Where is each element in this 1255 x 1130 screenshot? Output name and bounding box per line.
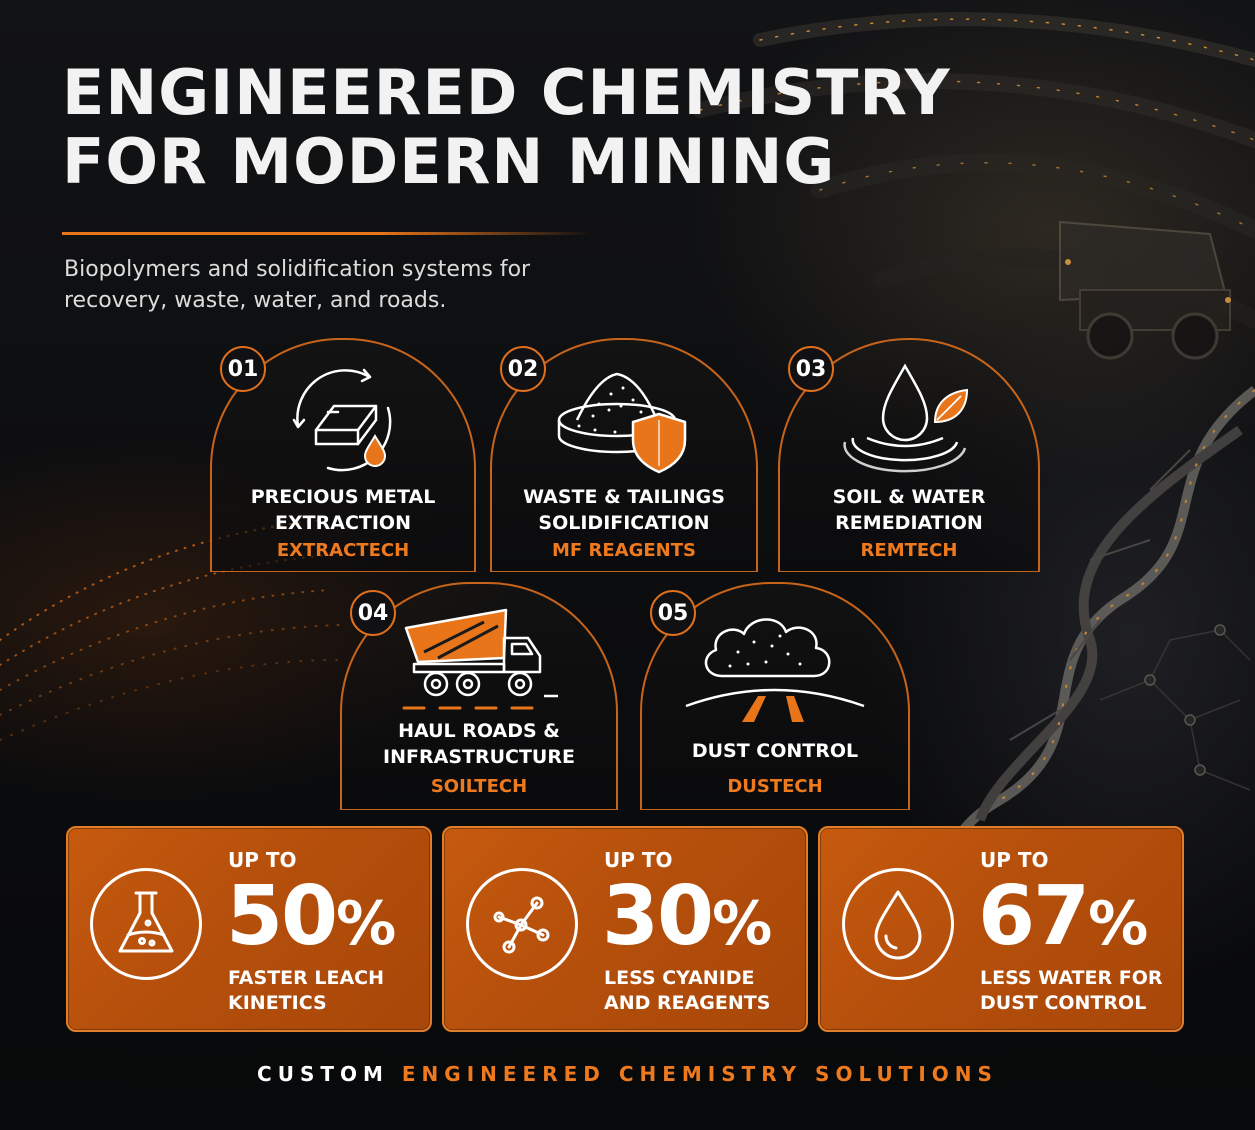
footer-part-2: ENGINEERED CHEMISTRY SOLUTIONS xyxy=(401,1062,998,1086)
solution-number: 05 xyxy=(650,590,696,636)
solution-brand: MF REAGENTS xyxy=(552,540,696,561)
footer-tagline: CUSTOM ENGINEERED CHEMISTRY SOLUTIONS xyxy=(0,1062,1255,1086)
solution-card-soil-water: 03 SOIL & WATER REMEDIATION REMTECH xyxy=(778,338,1040,572)
stat-icon-ring xyxy=(466,868,578,980)
solution-brand: SOILTECH xyxy=(430,776,528,797)
stat-icon-ring xyxy=(90,868,202,980)
gold-bar-cycle-icon xyxy=(292,368,392,472)
solution-title: PRECIOUS METAL EXTRACTION xyxy=(250,486,436,534)
solution-title: WASTE & TAILINGS SOLIDIFICATION xyxy=(523,486,725,534)
solution-title: DUST CONTROL xyxy=(691,740,859,762)
solution-brand: DUSTECH xyxy=(727,776,823,797)
stat-value: 30% xyxy=(602,869,773,964)
solution-brand: REMTECH xyxy=(860,540,958,561)
solution-number: 02 xyxy=(500,346,546,392)
dust-cloud-road-icon xyxy=(685,618,865,722)
background-truck-illustration xyxy=(1059,220,1231,360)
subtitle: Biopolymers and solidification systems f… xyxy=(64,257,531,313)
stat-description: FASTER LEACH KINETICS xyxy=(228,967,385,1014)
solution-card-haul-roads: 04 HAUL ROADS & INFRASTRUCTURE SOILTECH xyxy=(340,582,618,810)
solution-card-dust-control: 05 DUST CONTROL DUSTECH xyxy=(640,582,910,810)
solution-number: 03 xyxy=(788,346,834,392)
title-line-1: ENGINEERED CHEMISTRY xyxy=(62,56,951,129)
footer-part-1: CUSTOM xyxy=(257,1062,389,1086)
solution-number: 01 xyxy=(220,346,266,392)
tailings-shield-icon xyxy=(557,372,687,474)
solution-card-precious-metal: 01 PRECIOUS METAL EXTRACTION EXTRACTECH xyxy=(210,338,476,572)
stat-prefix: UP TO xyxy=(228,848,297,872)
solution-brand: EXTRACTECH xyxy=(276,540,410,561)
stat-value: 67% xyxy=(978,869,1149,964)
stat-card-cyanide: UP TO 30% LESS CYANIDE AND REAGENTS xyxy=(442,826,808,1032)
solution-number: 04 xyxy=(350,590,396,636)
stat-value: 50% xyxy=(226,869,397,964)
stat-prefix: UP TO xyxy=(980,848,1049,872)
solution-title: HAUL ROADS & INFRASTRUCTURE xyxy=(383,720,575,768)
title-underline xyxy=(62,232,592,235)
haul-truck-icon xyxy=(402,608,558,710)
water-drop-icon xyxy=(874,890,922,960)
page-title: ENGINEERED CHEMISTRY FOR MODERN MINING xyxy=(62,58,951,197)
stat-description: LESS WATER FOR DUST CONTROL xyxy=(980,967,1163,1014)
stat-description: LESS CYANIDE AND REAGENTS xyxy=(604,967,771,1014)
stat-card-water: UP TO 67% LESS WATER FOR DUST CONTROL xyxy=(818,826,1184,1032)
stat-icon-ring xyxy=(842,868,954,980)
flask-icon xyxy=(118,891,174,953)
water-drop-leaf-icon xyxy=(843,363,969,473)
stat-card-leach-kinetics: UP TO 50% FASTER LEACH KINETICS xyxy=(66,826,432,1032)
solution-card-waste-tailings: 02 WASTE & TAILINGS SOLIDIFICATION MF RE… xyxy=(490,338,758,572)
molecule-icon xyxy=(493,896,550,954)
title-line-2: FOR MODERN MINING xyxy=(62,125,836,199)
solution-title: SOIL & WATER REMEDIATION xyxy=(832,486,986,534)
stat-prefix: UP TO xyxy=(604,848,673,872)
